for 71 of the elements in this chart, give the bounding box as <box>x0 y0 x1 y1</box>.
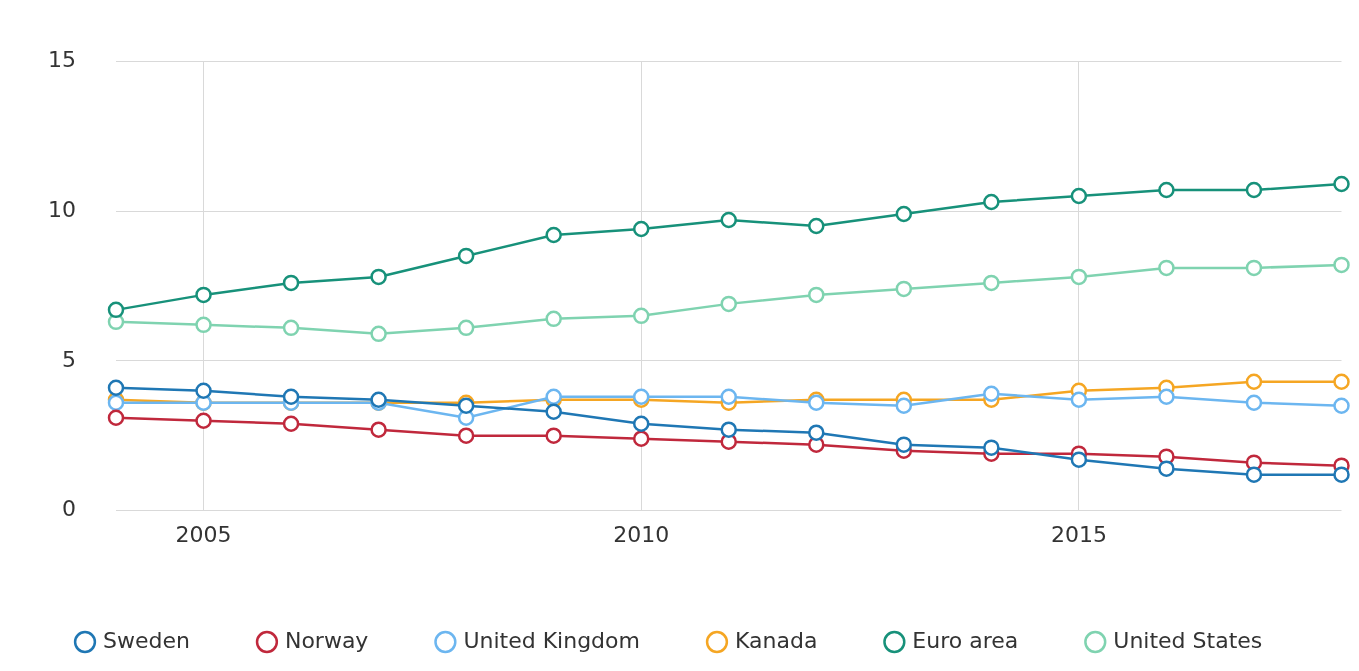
point <box>195 286 212 304</box>
point <box>1158 259 1175 277</box>
y-tick-label: 10 <box>47 196 76 222</box>
point <box>457 427 475 444</box>
legend-label: Euro area <box>912 627 1019 653</box>
point <box>545 226 562 244</box>
legend-label: United Kingdom <box>463 627 640 653</box>
point <box>1333 256 1350 274</box>
point <box>632 307 650 325</box>
point <box>195 412 212 429</box>
point <box>1158 388 1175 405</box>
point <box>195 316 212 334</box>
point <box>1333 397 1350 414</box>
point <box>808 424 825 441</box>
point <box>1070 451 1088 468</box>
legend-label: Kanada <box>734 627 818 653</box>
point <box>720 211 737 229</box>
point <box>457 319 475 337</box>
point <box>282 319 300 337</box>
point <box>720 295 737 313</box>
point <box>545 403 562 420</box>
point <box>107 409 125 426</box>
point <box>895 436 913 453</box>
point <box>983 385 1000 403</box>
point <box>632 415 650 432</box>
point <box>1245 373 1263 391</box>
x-tick-label: 2010 <box>613 521 670 547</box>
point <box>632 430 650 447</box>
point <box>808 286 825 304</box>
point <box>545 427 562 444</box>
point <box>1245 181 1263 199</box>
point <box>808 217 825 235</box>
point <box>1158 181 1175 199</box>
point <box>720 421 737 438</box>
point <box>282 415 300 432</box>
point <box>983 274 1000 292</box>
point <box>1245 466 1263 483</box>
point <box>632 220 650 238</box>
point <box>1245 259 1263 277</box>
x-tick-label: 2005 <box>175 521 232 547</box>
point <box>1070 391 1088 408</box>
point <box>370 421 387 438</box>
point <box>370 325 387 343</box>
point <box>195 382 212 400</box>
point <box>1333 175 1350 193</box>
point <box>1070 187 1088 205</box>
legend-label: United States <box>1113 627 1263 653</box>
point <box>545 310 562 328</box>
point <box>720 388 737 405</box>
x-tick-label: 2015 <box>1050 521 1107 547</box>
point <box>107 301 125 319</box>
point <box>1333 466 1350 483</box>
y-tick-label: 15 <box>47 46 76 72</box>
point <box>1245 394 1263 411</box>
y-tick-label: 5 <box>61 346 76 372</box>
point <box>370 268 387 286</box>
point <box>983 193 1000 211</box>
point <box>107 379 125 397</box>
point <box>457 247 475 265</box>
point <box>983 439 1000 456</box>
point <box>895 205 913 223</box>
legend-label: Norway <box>284 627 369 653</box>
point <box>895 397 913 414</box>
point <box>1070 268 1088 286</box>
y-tick-label: 0 <box>61 496 76 522</box>
point <box>895 280 913 298</box>
point <box>1158 460 1175 477</box>
legend-label: Sweden <box>103 627 190 653</box>
point <box>282 274 300 292</box>
point <box>1333 373 1350 391</box>
point <box>282 388 300 405</box>
